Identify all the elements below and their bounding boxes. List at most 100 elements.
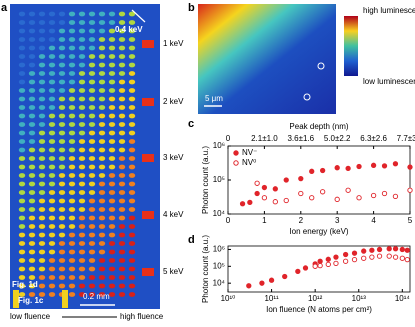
spot [18, 224, 26, 229]
spot [28, 215, 36, 221]
point [369, 247, 375, 253]
axis-label: Photon count (a.u.) [201, 146, 210, 214]
spot [28, 241, 36, 246]
spot [108, 292, 116, 297]
spot [78, 275, 86, 280]
spot [88, 147, 96, 153]
spot [78, 96, 86, 102]
point [345, 187, 351, 193]
y-tick-label: 10⁶ [213, 141, 225, 150]
spot [18, 79, 26, 85]
spot [88, 198, 96, 204]
scale-label: 0.2 mm [83, 292, 110, 301]
panel-b: b 5 μm high luminescence low luminescenc… [188, 2, 415, 114]
spot [118, 215, 126, 221]
spot [108, 249, 116, 255]
spot [128, 20, 136, 25]
spot [18, 122, 26, 127]
top-tick-label: 6.3±2.6 [360, 134, 387, 143]
spot [98, 207, 106, 212]
spot [98, 105, 106, 110]
spot [98, 241, 106, 246]
spot [18, 249, 26, 255]
spot [128, 79, 136, 85]
spot [28, 198, 36, 204]
point [407, 164, 413, 170]
spot [98, 139, 106, 144]
spot [118, 54, 126, 59]
spot [98, 156, 106, 161]
point [298, 175, 304, 182]
spot [48, 198, 56, 204]
point [317, 262, 323, 269]
point [356, 163, 362, 170]
spot [88, 164, 96, 170]
spot [58, 173, 66, 178]
spot [78, 147, 86, 153]
spot [78, 232, 86, 238]
panel-letter: a [1, 2, 8, 14]
spot [78, 156, 86, 161]
top-tick-label: 5.0±2.2 [324, 134, 351, 143]
spot [78, 190, 86, 195]
spot [28, 88, 36, 93]
spot [128, 105, 136, 110]
spot [88, 122, 96, 127]
panel-letter: d [188, 234, 195, 246]
point [246, 283, 252, 289]
spot [108, 139, 116, 144]
spot [98, 54, 106, 59]
y-tick-label: 10⁶ [213, 245, 225, 254]
spot [28, 275, 36, 280]
point [345, 165, 351, 172]
spot [78, 45, 86, 51]
spot [128, 37, 136, 42]
x-tick-label: 2 [299, 216, 304, 225]
spot [18, 283, 26, 289]
spot [108, 224, 116, 229]
spot [18, 71, 26, 76]
spot [18, 62, 26, 68]
spot [88, 224, 96, 229]
spot [48, 139, 56, 144]
spot [98, 20, 106, 25]
spot [128, 224, 136, 229]
plot-frame [227, 245, 411, 293]
spot [128, 207, 136, 212]
spot [118, 190, 126, 195]
axis-label: low fluence [10, 312, 51, 321]
spot [68, 20, 76, 25]
spot [108, 105, 116, 110]
spot [88, 11, 96, 17]
spot [88, 283, 96, 289]
point [351, 256, 358, 263]
spot [28, 249, 36, 255]
point [342, 258, 349, 264]
point [376, 246, 383, 253]
spot [18, 207, 26, 212]
spot [18, 96, 26, 102]
spot [58, 283, 66, 289]
spot [68, 130, 76, 136]
spot [108, 37, 116, 42]
spot [48, 173, 56, 178]
spot [118, 241, 126, 246]
spot [68, 28, 76, 34]
spot [78, 258, 86, 263]
spot [128, 62, 136, 68]
spot [118, 62, 126, 68]
marker [317, 62, 325, 70]
spot [128, 88, 136, 93]
spot [88, 181, 96, 187]
spot [38, 224, 46, 229]
spot [28, 283, 36, 289]
spot [68, 54, 76, 59]
spot [118, 232, 126, 238]
spot [18, 266, 26, 272]
point [261, 195, 268, 201]
spot [58, 249, 66, 255]
spot [118, 292, 126, 297]
spot [28, 181, 36, 187]
spot [108, 71, 116, 76]
point [356, 195, 362, 201]
